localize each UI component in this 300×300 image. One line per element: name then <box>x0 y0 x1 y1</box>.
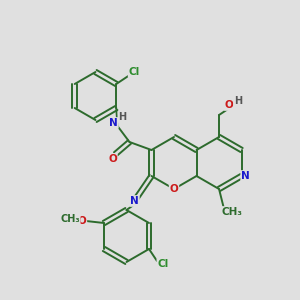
Text: O: O <box>225 100 233 110</box>
Text: CH₃: CH₃ <box>60 214 80 224</box>
Text: H: H <box>118 112 127 122</box>
Text: Cl: Cl <box>129 67 140 77</box>
Text: O: O <box>169 184 178 194</box>
Text: H: H <box>234 96 242 106</box>
Text: N: N <box>130 196 139 206</box>
Text: O: O <box>108 154 117 164</box>
Text: Cl: Cl <box>158 259 169 269</box>
Text: CH₃: CH₃ <box>221 207 242 217</box>
Text: N: N <box>241 171 250 181</box>
Text: O: O <box>78 216 86 226</box>
Text: N: N <box>109 118 118 128</box>
